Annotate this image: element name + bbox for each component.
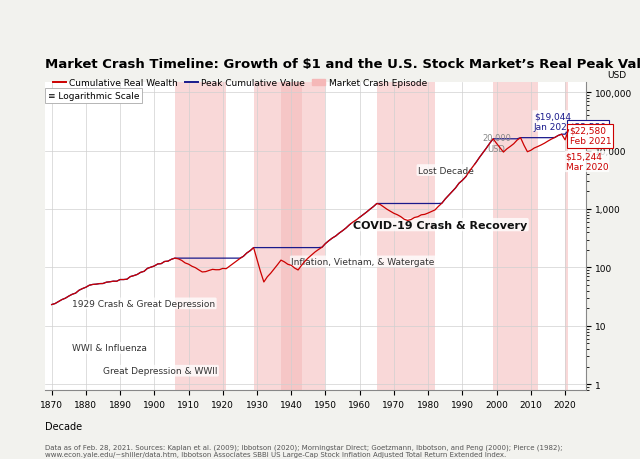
Text: Great Depression & WWII: Great Depression & WWII [103, 366, 218, 375]
Text: WWI & Influenza: WWI & Influenza [72, 344, 147, 353]
Bar [565, 83, 568, 390]
Text: Inflation, Vietnam, & Watergate: Inflation, Vietnam, & Watergate [291, 257, 435, 266]
Text: $22,580: $22,580 [570, 123, 607, 131]
Bar [253, 83, 301, 390]
Text: Data as of Feb. 28, 2021. Sources: Kaplan et al. (2009); Ibbotson (2020); Mornin: Data as of Feb. 28, 2021. Sources: Kapla… [45, 443, 563, 457]
Bar [377, 83, 435, 390]
Text: $19,044
Jan 2020: $19,044 Jan 2020 [533, 112, 573, 131]
Text: $22,580
Feb 2021: $22,580 Feb 2021 [570, 127, 611, 146]
Text: USD: USD [607, 71, 626, 79]
Text: $15,244
Mar 2020: $15,244 Mar 2020 [566, 152, 609, 172]
Bar [175, 83, 226, 390]
Text: Market Crash Timeline: Growth of $1 and the U.S. Stock Market’s Real Peak Values: Market Crash Timeline: Growth of $1 and … [45, 58, 640, 71]
Text: ≡ Logarithmic Scale: ≡ Logarithmic Scale [47, 92, 139, 101]
Text: 20,000
USD: 20,000 USD [482, 134, 511, 153]
Text: COVID-19 Crash & Recovery: COVID-19 Crash & Recovery [353, 220, 527, 230]
Text: 1929 Crash & Great Depression: 1929 Crash & Great Depression [72, 299, 215, 308]
Text: Lost Decade: Lost Decade [418, 166, 474, 175]
Bar [493, 83, 538, 390]
Bar [281, 83, 326, 390]
Text: Decade: Decade [45, 421, 82, 431]
Legend: Cumulative Real Wealth, Peak Cumulative Value, Market Crash Episode: Cumulative Real Wealth, Peak Cumulative … [49, 76, 431, 92]
